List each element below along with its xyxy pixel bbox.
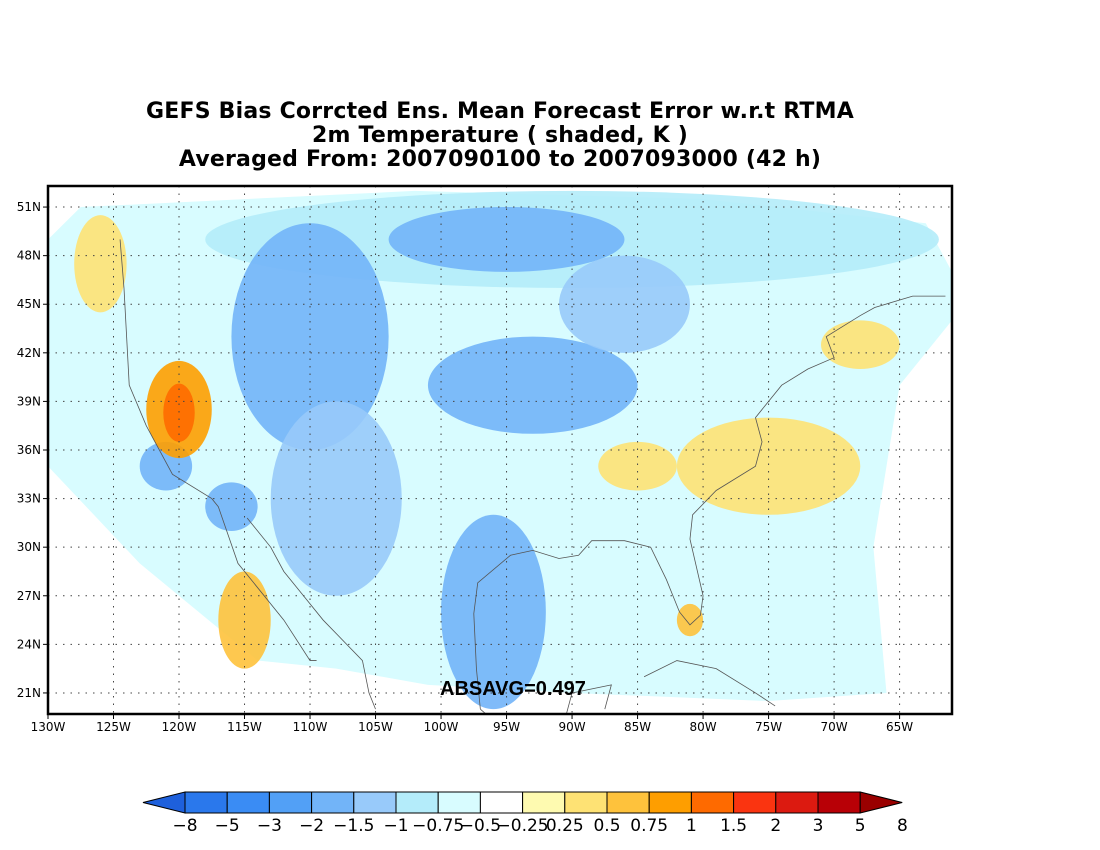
error-region-4	[427, 336, 638, 434]
colorbar-box-5	[395, 791, 439, 814]
lon-tick-label: 70W	[821, 720, 848, 734]
error-region-7	[441, 514, 546, 710]
lat-tick-label: 30N	[17, 540, 41, 554]
colorbar: −8 −5 −3 −2 −1.5 −1 −0.75−0.5−0.250.25 0.5 0.75 1…	[142, 791, 908, 836]
coastline-1	[246, 517, 376, 710]
colorbar-label: 8	[897, 816, 908, 836]
lon-tick-label: 90W	[558, 720, 585, 734]
lon-tick-label: 115W	[227, 720, 262, 734]
title-line-1: GEFS Bias Corrcted Ens. Mean Forecast Er…	[146, 99, 854, 124]
error-region-16	[820, 320, 900, 370]
colorbar-box-13	[733, 791, 777, 814]
error-region-13	[218, 571, 271, 669]
colorbar-label: 0.5	[593, 816, 620, 836]
coastline-outlines	[119, 239, 946, 714]
lon-tick-label: 65W	[886, 720, 913, 734]
lat-tick-label: 42N	[17, 346, 41, 360]
lat-tick-label: 24N	[17, 637, 41, 651]
colorbar-box-6	[437, 791, 481, 814]
lat-lon-gridlines	[48, 186, 952, 714]
error-region-12	[163, 383, 195, 442]
colorbar-label: 2	[770, 816, 781, 836]
coastline-4	[643, 660, 776, 707]
error-region-6	[558, 255, 690, 353]
colorbar-label: 5	[855, 816, 866, 836]
colorbar-label: 0.25	[546, 816, 584, 836]
error-region-15	[598, 441, 677, 491]
lat-tick-label: 36N	[17, 443, 41, 457]
lon-tick-label: 95W	[493, 720, 520, 734]
colorbar-label: −0.75	[412, 816, 464, 836]
colorbar-box-15	[817, 791, 861, 814]
colorbar-label: 0.75	[630, 816, 668, 836]
longitude-tick-labels: 130W 125W 120W 115W 110W 105W 100W 95W 90W 85W 80W…	[31, 714, 913, 734]
lon-tick-label: 100W	[424, 720, 459, 734]
colorbar-box-10	[606, 791, 650, 814]
colorbar-box-9	[564, 791, 608, 814]
colorbar-label: −5	[215, 816, 240, 836]
error-region-17	[676, 603, 704, 637]
lat-tick-label: 51N	[17, 200, 41, 214]
colorbar-box-12	[690, 791, 735, 814]
colorbar-label: −3	[257, 816, 282, 836]
colorbar-label: 3	[813, 816, 824, 836]
lon-tick-label: 80W	[690, 720, 717, 734]
lat-tick-label: 39N	[17, 394, 41, 408]
colorbar-box-1	[226, 791, 270, 814]
coastline-2	[473, 295, 946, 710]
lon-tick-label: 120W	[162, 720, 197, 734]
colorbar-box-14	[775, 791, 819, 814]
lat-tick-label: 45N	[17, 297, 41, 311]
lon-tick-label: 85W	[624, 720, 651, 734]
lon-tick-label: 130W	[31, 720, 66, 734]
lat-tick-label: 48N	[17, 249, 41, 263]
colorbar-label: 1	[686, 816, 697, 836]
latitude-tick-labels: 21N 24N 27N 30N 33N 36N 39N 42N 45N 48N 51N	[17, 200, 48, 700]
coastline-3	[480, 684, 612, 714]
error-region-10	[74, 215, 127, 313]
colorbar-low-arrow	[142, 791, 186, 814]
title-line-2: 2m Temperature ( shaded, K )	[312, 123, 688, 148]
colorbar-label: −1	[383, 816, 408, 836]
map-title: GEFS Bias Corrcted Ens. Mean Forecast Er…	[0, 100, 1000, 172]
error-region-9	[205, 482, 258, 531]
title-line-3: Averaged From: 2007090100 to 2007093000 …	[178, 147, 822, 172]
lon-tick-label: 125W	[96, 720, 131, 734]
colorbar-box-0	[184, 791, 228, 814]
colorbar-label: −0.25	[497, 816, 549, 836]
colorbar-box-7	[479, 791, 524, 814]
colorbar-high-arrow	[859, 791, 903, 814]
coastline-0	[119, 239, 317, 661]
colorbar-label: −0.5	[460, 816, 501, 836]
colorbar-label: −1.5	[333, 816, 374, 836]
lon-tick-label: 105W	[358, 720, 393, 734]
error-region-3	[270, 401, 402, 596]
lat-tick-label: 21N	[17, 686, 41, 700]
colorbar-box-8	[522, 791, 566, 814]
colorbar-label: −2	[299, 816, 324, 836]
colorbar-box-11	[648, 791, 692, 814]
lon-tick-label: 75W	[755, 720, 782, 734]
lat-tick-label: 27N	[17, 589, 41, 603]
colorbar-box-2	[268, 791, 313, 814]
colorbar-box-4	[353, 791, 397, 814]
absavg-annotation: ABSAVG=0.497	[440, 678, 586, 700]
colorbar-label: −8	[172, 816, 197, 836]
lat-tick-label: 33N	[17, 492, 41, 506]
error-region-14	[676, 417, 861, 515]
colorbar-label: 1.5	[720, 816, 747, 836]
colorbar-box-3	[311, 791, 355, 814]
lon-tick-label: 110W	[293, 720, 328, 734]
